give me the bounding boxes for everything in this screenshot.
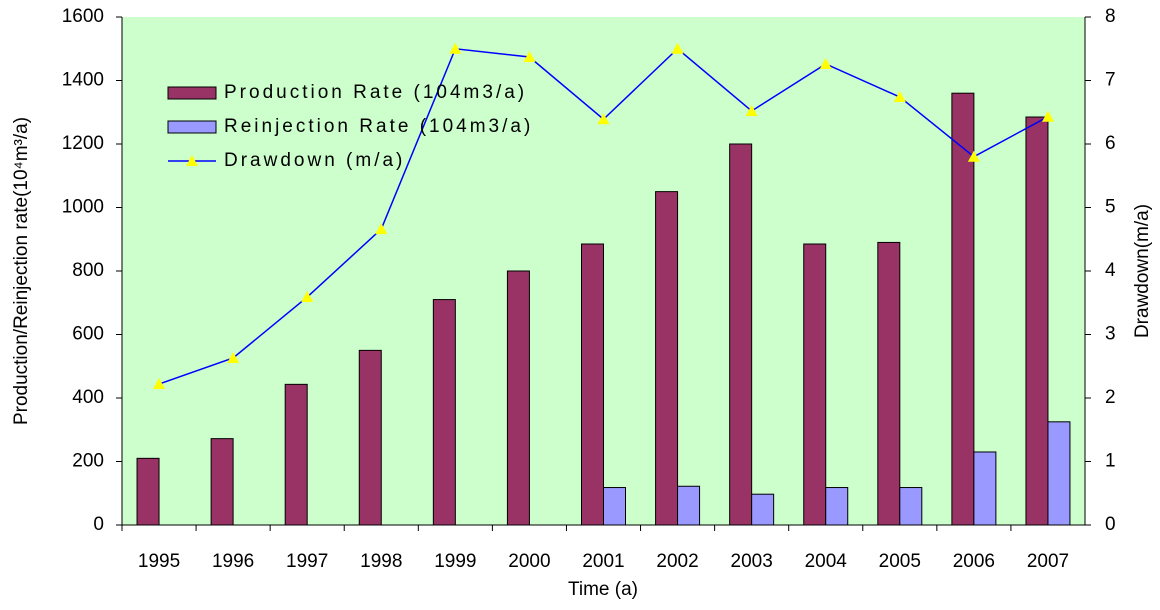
bar	[677, 485, 701, 526]
y2-axis-title: Drawdown(m/a)	[1132, 204, 1153, 338]
marker	[449, 42, 462, 54]
bar	[973, 451, 997, 526]
bar	[729, 143, 753, 526]
marker	[893, 91, 906, 103]
y-tick-label: 1200	[62, 133, 104, 154]
x-tick-label: 1996	[212, 551, 254, 572]
bar	[899, 487, 923, 526]
marker	[745, 104, 758, 116]
marker	[227, 351, 240, 363]
x-tick-label: 2004	[805, 551, 848, 572]
marker	[819, 57, 832, 69]
y-tick-label: 600	[72, 324, 104, 345]
bar	[603, 487, 626, 526]
y2-tick-label: 5	[1105, 197, 1116, 218]
x-tick-label: 1997	[286, 551, 328, 572]
bar	[655, 191, 679, 526]
legend-swatch	[167, 120, 217, 134]
y-tick-label: 800	[72, 260, 104, 281]
x-tick-label: 2002	[656, 551, 698, 572]
x-axis-title: Time (a)	[568, 579, 638, 600]
marker	[597, 113, 610, 125]
legend-swatch	[167, 86, 217, 100]
y2-tick-label: 6	[1105, 133, 1116, 154]
bar	[432, 299, 456, 526]
x-tick-label: 2007	[1027, 551, 1069, 572]
marker	[523, 51, 536, 63]
y2-tick-label: 7	[1105, 70, 1116, 91]
y-axis-title: Production/Reinjection rate(10⁴m³/a)	[11, 117, 32, 425]
y-tick-label: 1000	[62, 197, 104, 218]
x-tick-label: 1999	[434, 551, 476, 572]
marker	[967, 150, 980, 162]
marker	[375, 223, 388, 235]
y2-tick-label: 1	[1105, 451, 1116, 472]
legend-label: Reinjection Rate (104m3/a)	[224, 116, 533, 137]
legend-label: Production Rate (104m3/a)	[224, 82, 527, 103]
bar	[136, 457, 160, 526]
y-tick-label: 200	[72, 451, 104, 472]
bar	[581, 243, 604, 526]
y2-tick-label: 3	[1105, 324, 1116, 345]
y-tick-label: 400	[72, 387, 104, 408]
bar	[358, 349, 382, 526]
y2-tick-label: 4	[1105, 260, 1116, 281]
bar	[210, 438, 234, 526]
bar	[751, 493, 775, 526]
y-tick-label: 0	[93, 514, 104, 535]
y-tick-label: 1400	[62, 70, 104, 91]
marker	[301, 291, 314, 303]
legend-label: Drawdown (m/a)	[224, 150, 405, 171]
bar	[877, 241, 901, 526]
y2-tick-label: 2	[1105, 387, 1116, 408]
x-tick-label: 2006	[953, 551, 995, 572]
marker	[153, 378, 166, 390]
bar	[803, 243, 827, 526]
bar	[284, 383, 308, 526]
bar	[1047, 421, 1071, 526]
marker	[671, 42, 684, 54]
bar	[825, 487, 849, 526]
x-tick-label: 2001	[582, 551, 624, 572]
x-tick-label: 1998	[360, 551, 402, 572]
x-tick-label: 1995	[138, 551, 180, 572]
y2-tick-label: 0	[1105, 514, 1116, 535]
marker	[1041, 110, 1054, 122]
bar	[951, 92, 975, 526]
y-tick-label: 1600	[62, 6, 104, 27]
y2-tick-label: 8	[1105, 6, 1116, 27]
bar	[1025, 116, 1049, 526]
legend-marker	[186, 155, 198, 166]
bar	[506, 270, 530, 526]
x-tick-label: 2000	[508, 551, 550, 572]
x-tick-label: 2005	[879, 551, 921, 572]
x-tick-label: 2003	[731, 551, 773, 572]
